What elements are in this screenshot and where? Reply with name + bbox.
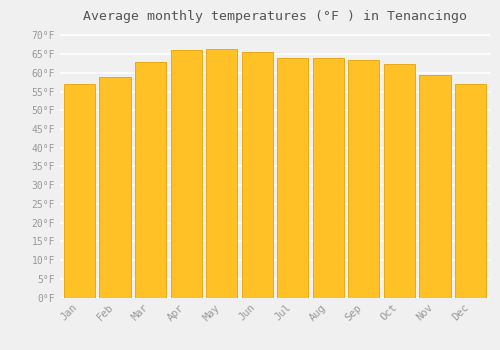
Bar	[242, 52, 273, 298]
Bar	[348, 60, 380, 298]
Bar	[384, 64, 415, 298]
Bar	[100, 77, 130, 298]
Bar	[64, 84, 95, 298]
Title: Average monthly temperatures (°F ) in Tenancingo: Average monthly temperatures (°F ) in Te…	[83, 10, 467, 23]
Bar	[135, 62, 166, 298]
Bar	[420, 75, 450, 298]
Bar	[312, 58, 344, 298]
Bar	[206, 49, 238, 298]
Bar	[455, 84, 486, 298]
Bar	[277, 58, 308, 298]
Bar	[170, 50, 202, 298]
